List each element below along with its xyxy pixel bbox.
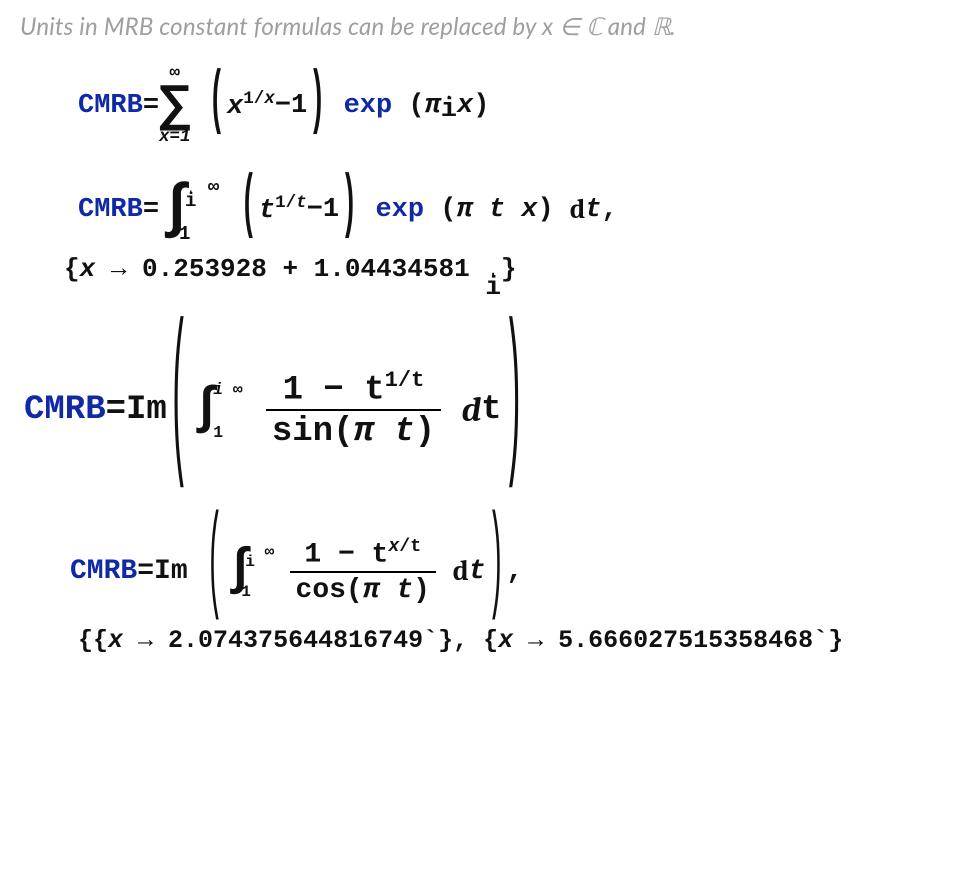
rbrace: } xyxy=(501,254,517,284)
lbrace: {{ xyxy=(78,626,108,655)
rparen: ) xyxy=(341,169,357,247)
rparen2: ) xyxy=(473,91,489,121)
lparen-xl: ( xyxy=(206,502,223,632)
arrow-icon: → xyxy=(95,254,142,284)
sol-re: 0.253928 xyxy=(142,254,267,284)
rparen: ) xyxy=(309,65,325,143)
page: Units in MRB constant formulas can be re… xyxy=(0,0,968,873)
differential-d-icon: d xyxy=(453,555,469,587)
element-of-symbol: ∈ xyxy=(559,12,580,41)
diff-var: t xyxy=(469,556,486,587)
numerator: 1 − t1/t xyxy=(279,368,429,409)
rparen-xl: ) xyxy=(503,303,523,508)
rparen2: ) xyxy=(537,195,553,225)
pi: π xyxy=(425,91,441,121)
cmrb-label: CMRB xyxy=(70,556,137,587)
base-t: t1/t xyxy=(259,193,307,226)
integral-icon: ∫ ·i ∞ 1 xyxy=(159,180,195,239)
inside: π t x xyxy=(456,195,537,225)
integral-icon: ∫ i ∞ 1 xyxy=(191,384,222,435)
lparen: ( xyxy=(241,169,257,247)
heading-text-pre: Units in MRB constant formulas can be re… xyxy=(20,12,559,41)
integral-icon: ∫ ·i ∞ 1 xyxy=(225,546,255,596)
cmrb-label: CMRB xyxy=(24,391,106,429)
diff-var: t xyxy=(481,391,501,429)
formula-integral-exp: CMRB = ∫ ·i ∞ 1 ( t1/t − 1 ) exp ( π t x… xyxy=(78,180,950,239)
equals: = xyxy=(143,91,159,121)
formula-im-sin: CMRB = Im ( ∫ i ∞ 1 1 − t1/t sin(π t) d … xyxy=(24,368,950,451)
denominator: cos(π t) xyxy=(290,571,436,606)
equals: = xyxy=(137,556,154,587)
denominator: sin(π t) xyxy=(266,409,441,451)
equals: = xyxy=(143,195,159,225)
minus: − xyxy=(307,195,323,225)
cmrb-label: CMRB xyxy=(78,91,143,121)
sigma-icon: ∑ xyxy=(159,83,190,129)
im-keyword: Im xyxy=(154,556,188,587)
heading: Units in MRB constant formulas can be re… xyxy=(20,12,950,41)
sol-v2: 5.666027515358468` xyxy=(558,626,828,655)
sum-lower: x=1 xyxy=(159,129,191,147)
comma: , xyxy=(601,195,617,225)
rparen-xl: ) xyxy=(488,502,505,632)
base-x: x1/x xyxy=(227,89,275,122)
im-keyword: Im xyxy=(126,391,167,429)
upper-limit-i-icon: ·i xyxy=(245,551,255,568)
real-symbol: ℝ xyxy=(652,13,670,41)
formula-sum: CMRB = ∞ ∑ x=1 ( x1/x − 1 ) exp ( π ·i x… xyxy=(78,65,950,146)
complex-symbol: ℂ xyxy=(586,13,602,41)
fraction: 1 − t1/t sin(π t) xyxy=(266,368,441,451)
upper-limit-inf: ∞ xyxy=(196,176,219,198)
heading-post: . xyxy=(670,12,676,41)
lparen-xl: ( xyxy=(169,303,189,508)
differential-d-icon: d xyxy=(462,390,482,430)
arrow-icon: → xyxy=(513,626,558,655)
imaginary-i-icon: ·i xyxy=(485,268,501,296)
lparen2: ( xyxy=(408,91,424,121)
fraction: 1 − tx/t cos(π t) xyxy=(290,537,436,605)
one: 1 xyxy=(323,195,339,225)
lower-limit: 1 xyxy=(179,225,190,244)
heading-and: and xyxy=(602,12,652,41)
imaginary-i-icon: ·i xyxy=(441,91,457,120)
differential-d-icon: d xyxy=(570,194,585,225)
plus: + xyxy=(267,254,314,284)
upper-limit-inf: ∞ xyxy=(255,543,274,561)
formula-im-cos: CMRB = Im ( ∫ ·i ∞ 1 1 − tx/t cos(π t) d… xyxy=(70,537,950,605)
sol-im: 1.04434581 xyxy=(314,254,486,284)
lower-limit: 1 xyxy=(213,425,223,441)
exp-keyword: exp xyxy=(375,195,424,225)
equals: = xyxy=(106,391,126,429)
one: 1 xyxy=(291,91,307,121)
upper-limit-inf: ∞ xyxy=(223,380,243,399)
cmrb-label: CMRB xyxy=(78,195,143,225)
numerator: 1 − tx/t xyxy=(300,537,425,570)
sol-x: x xyxy=(80,254,96,284)
sum-operator: ∞ ∑ x=1 xyxy=(159,65,191,146)
x-end: x xyxy=(457,91,473,121)
minus: − xyxy=(275,91,291,121)
diff-var: t xyxy=(585,195,601,225)
arrow-icon: → xyxy=(123,626,168,655)
lparen: ( xyxy=(209,65,225,143)
lbrace: { xyxy=(64,254,80,284)
lparen2: ( xyxy=(440,195,456,225)
lower-limit: 1 xyxy=(241,584,251,600)
formula-integral-exp-solution: {x → 0.253928 + 1.04434581 ·i} xyxy=(64,254,950,296)
sol-x1: x xyxy=(108,626,123,655)
rbrace: } xyxy=(828,626,843,655)
upper-limit-i-icon: ·i xyxy=(185,187,196,208)
comma: , xyxy=(506,556,523,587)
upper-limit-i: i xyxy=(213,380,223,399)
exp-keyword: exp xyxy=(344,91,393,121)
